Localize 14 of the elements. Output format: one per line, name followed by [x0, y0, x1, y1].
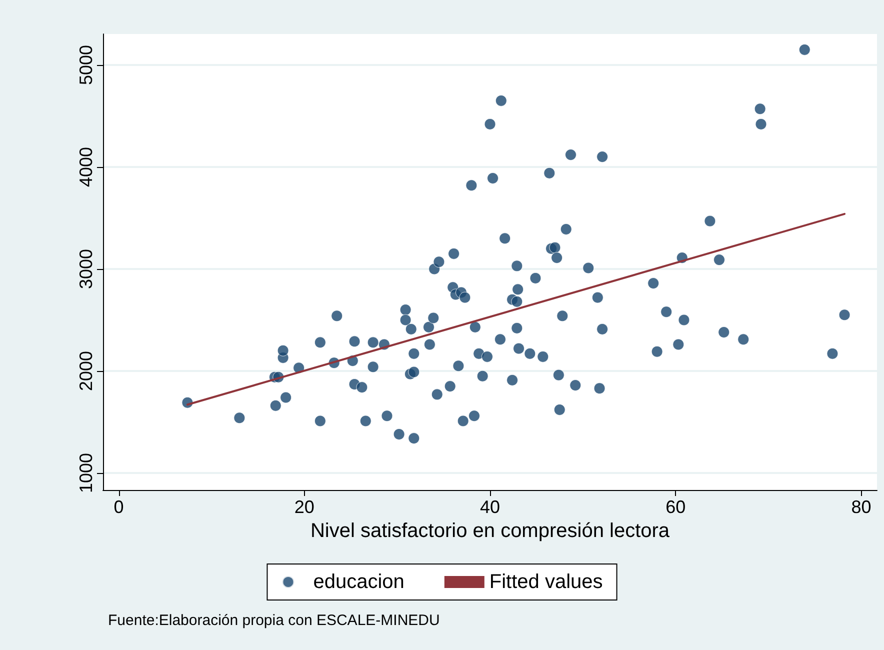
y-tick-label: 5000	[76, 44, 96, 86]
x-axis-title: Nivel satisfactorio en compresión lectora	[310, 520, 670, 542]
y-tick-label: 3000	[76, 248, 96, 290]
legend-label: educacion	[313, 571, 404, 593]
x-tick-label: 20	[294, 497, 314, 517]
x-tick-label: 0	[114, 497, 124, 517]
y-tick-label: 1000	[76, 452, 96, 493]
x-tick-label: 80	[851, 497, 872, 517]
x-tick-label: 40	[480, 497, 500, 517]
legend-label: Fitted values	[489, 571, 603, 593]
x-tick-label: 60	[666, 497, 686, 517]
source-note: Fuente:Elaboración propia con ESCALE-MINEDU	[108, 612, 440, 629]
y-tick-label: 2000	[76, 350, 96, 391]
y-tick-label: 4000	[76, 146, 96, 188]
